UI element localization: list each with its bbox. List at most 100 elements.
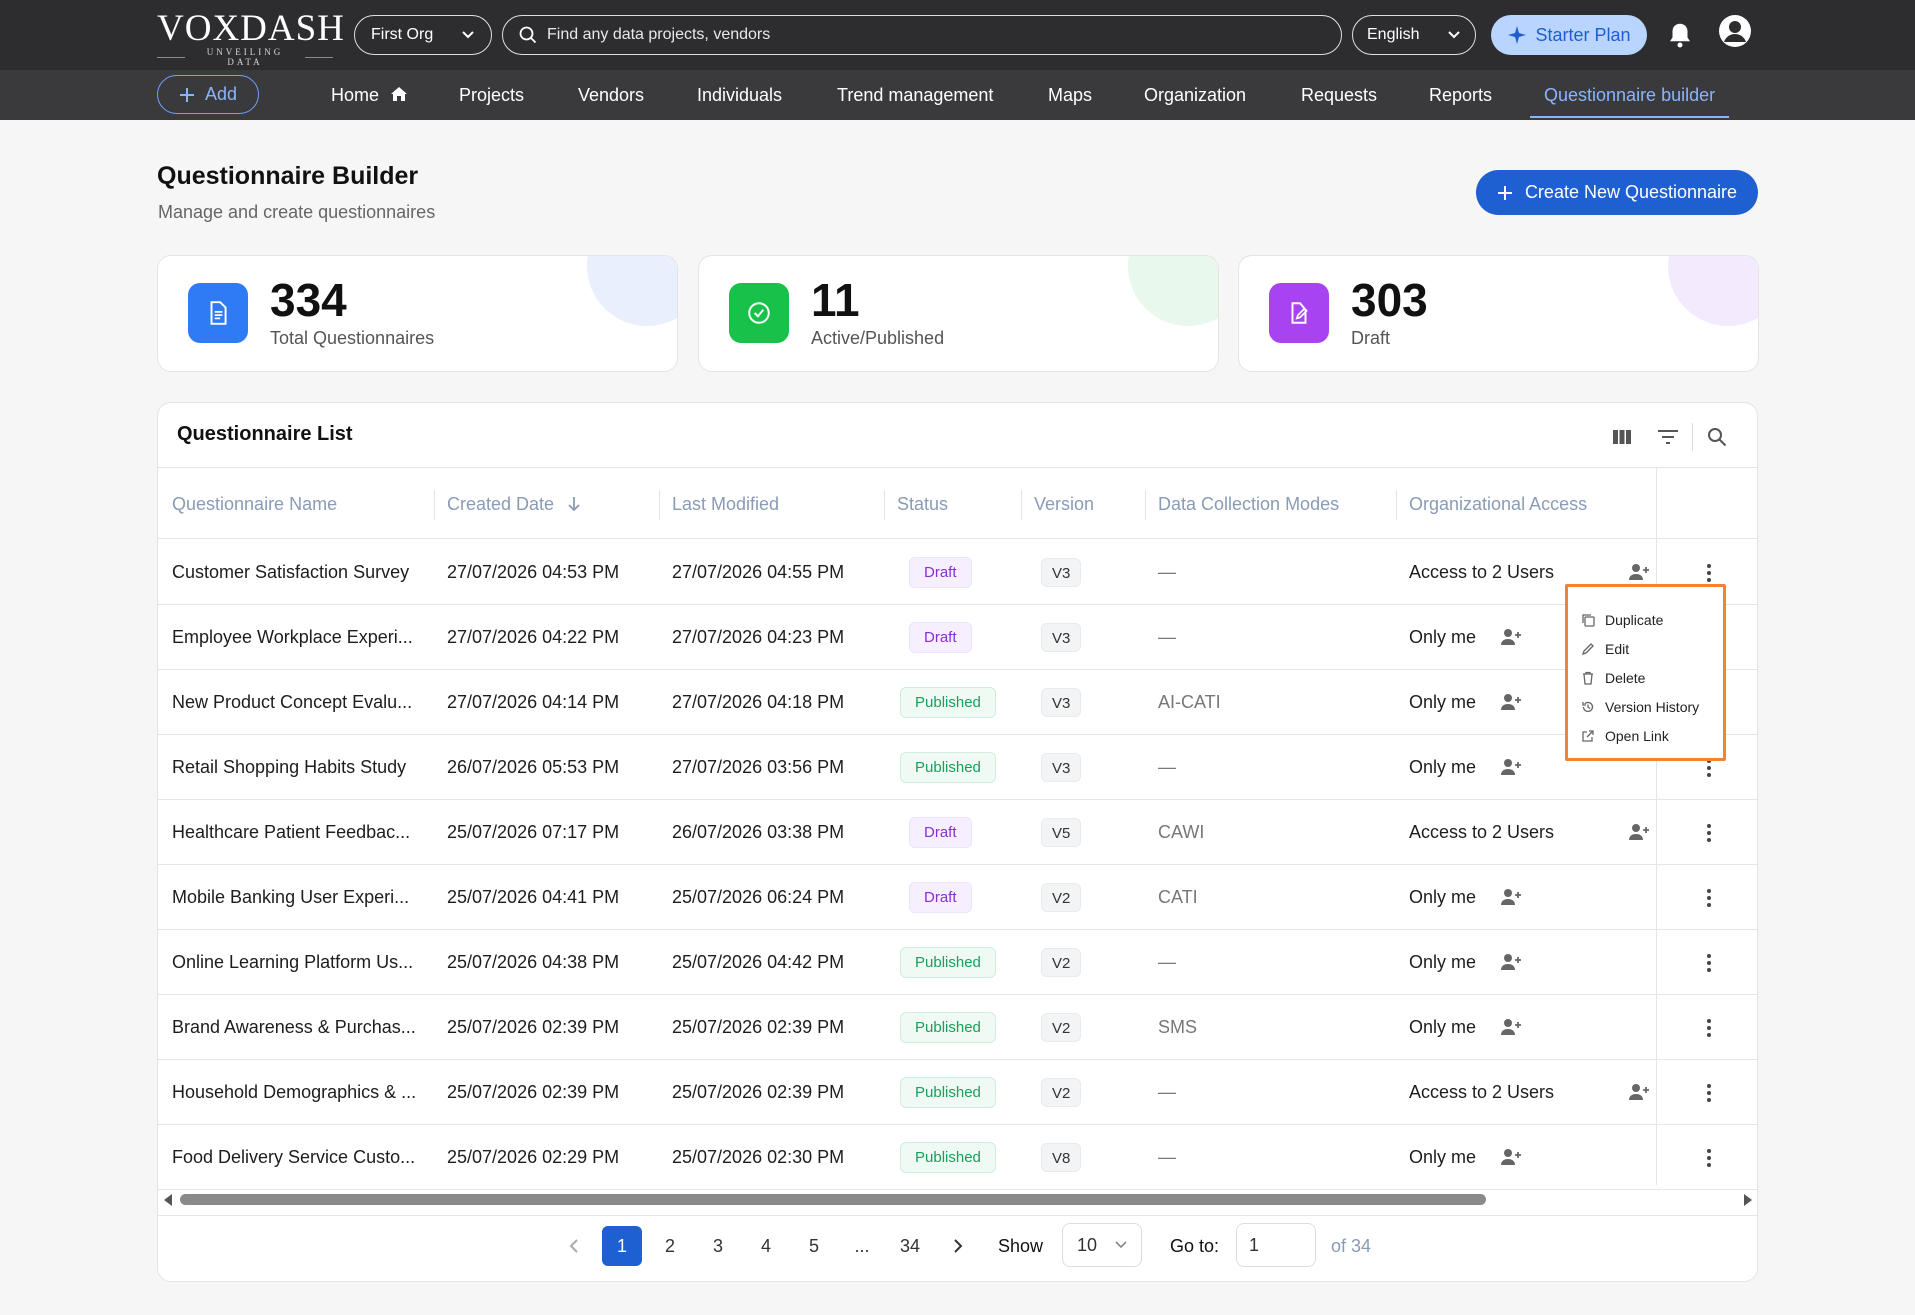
plus-icon bbox=[179, 87, 194, 102]
more-actions-icon[interactable] bbox=[1699, 950, 1719, 976]
table-row[interactable]: Employee Workplace Experi... 27/07/2026 0… bbox=[158, 605, 1757, 670]
cell-organizational-access: Only me bbox=[1409, 757, 1477, 777]
version-badge: V2 bbox=[1041, 1013, 1082, 1042]
add-user-icon[interactable] bbox=[1500, 692, 1522, 712]
cell-name[interactable]: Employee Workplace Experi... bbox=[172, 627, 413, 647]
menu-edit[interactable]: Edit bbox=[1568, 634, 1723, 663]
action-column-divider bbox=[1656, 467, 1657, 1185]
col-data-collection-modes[interactable]: Data Collection Modes bbox=[1158, 494, 1340, 514]
page-button-4[interactable]: 4 bbox=[760, 1235, 771, 1256]
chevron-down-icon bbox=[462, 31, 474, 39]
page-button-2[interactable]: 2 bbox=[664, 1235, 675, 1256]
page-size-select[interactable]: 10 bbox=[1062, 1223, 1142, 1267]
nav-home[interactable]: Home bbox=[331, 70, 408, 120]
more-actions-icon[interactable] bbox=[1699, 1015, 1719, 1041]
more-actions-icon[interactable] bbox=[1699, 885, 1719, 911]
more-actions-icon[interactable] bbox=[1699, 560, 1719, 586]
filter-icon[interactable] bbox=[1648, 421, 1688, 453]
menu-duplicate[interactable]: Duplicate bbox=[1568, 605, 1723, 634]
scrollbar-thumb[interactable] bbox=[180, 1194, 1486, 1205]
col-created-date[interactable]: Created Date bbox=[447, 468, 581, 540]
columns-icon[interactable] bbox=[1602, 421, 1642, 453]
nav-individuals[interactable]: Individuals bbox=[697, 85, 783, 105]
nav-maps[interactable]: Maps bbox=[1048, 85, 1093, 105]
table-row[interactable]: New Product Concept Evalu... 27/07/2026 0… bbox=[158, 670, 1757, 735]
page-button-34[interactable]: 34 bbox=[899, 1235, 921, 1256]
menu-version-history[interactable]: Version History bbox=[1568, 692, 1723, 721]
nav-questionnaire-builder[interactable]: Questionnaire builder bbox=[1529, 70, 1730, 120]
cell-name[interactable]: Brand Awareness & Purchas... bbox=[172, 1017, 416, 1037]
menu-open-link[interactable]: Open Link bbox=[1568, 721, 1723, 750]
show-label: Show bbox=[998, 1236, 1044, 1256]
add-user-icon[interactable] bbox=[1500, 887, 1522, 907]
table-row[interactable]: Mobile Banking User Experi... 25/07/2026 … bbox=[158, 865, 1757, 930]
add-user-icon[interactable] bbox=[1500, 1017, 1522, 1037]
add-user-icon[interactable] bbox=[1500, 952, 1522, 972]
version-badge: V2 bbox=[1041, 948, 1082, 977]
table-row[interactable]: Retail Shopping Habits Study 26/07/2026 0… bbox=[158, 735, 1757, 800]
col-questionnaire-name[interactable]: Questionnaire Name bbox=[172, 494, 338, 514]
cell-name[interactable]: Mobile Banking User Experi... bbox=[172, 887, 410, 907]
table-row[interactable]: Healthcare Patient Feedbac... 25/07/2026 … bbox=[158, 800, 1757, 865]
main-nav: Add Home Projects Vendors Individuals Tr… bbox=[0, 70, 1915, 120]
status-badge: Published bbox=[900, 687, 996, 718]
user-avatar-icon[interactable] bbox=[1718, 14, 1752, 48]
scroll-left-arrow[interactable] bbox=[164, 1194, 172, 1206]
table-row[interactable]: Food Delivery Service Custo... 25/07/2026… bbox=[158, 1125, 1757, 1190]
horizontal-scrollbar[interactable] bbox=[158, 1185, 1757, 1215]
nav-organization[interactable]: Organization bbox=[1144, 85, 1247, 105]
list-title: Questionnaire List bbox=[177, 423, 353, 445]
add-user-icon[interactable] bbox=[1500, 757, 1522, 777]
col-last-modified[interactable]: Last Modified bbox=[672, 494, 780, 514]
table-row[interactable]: Brand Awareness & Purchas... 25/07/2026 0… bbox=[158, 995, 1757, 1060]
goto-page-input[interactable] bbox=[1236, 1223, 1316, 1267]
more-actions-icon[interactable] bbox=[1699, 1080, 1719, 1106]
starter-plan-button[interactable]: Starter Plan bbox=[1491, 15, 1647, 55]
table-row[interactable]: Customer Satisfaction Survey 27/07/2026 0… bbox=[158, 540, 1757, 605]
logo[interactable]: VOXDASH UNVEILING DATA bbox=[157, 8, 345, 68]
toolbar-divider bbox=[1692, 423, 1693, 451]
cell-name[interactable]: Customer Satisfaction Survey bbox=[172, 562, 410, 582]
cell-last-modified: 25/07/2026 04:42 PM bbox=[672, 952, 845, 972]
row-actions-menu: Duplicate Edit Delete Version History Op… bbox=[1565, 584, 1726, 761]
menu-delete[interactable]: Delete bbox=[1568, 663, 1723, 692]
nav-requests[interactable]: Requests bbox=[1301, 85, 1378, 105]
add-button[interactable]: Add bbox=[157, 75, 259, 114]
page-button-5[interactable]: 5 bbox=[808, 1235, 819, 1256]
col-status[interactable]: Status bbox=[897, 494, 949, 514]
global-search[interactable] bbox=[502, 15, 1342, 55]
cell-name[interactable]: Healthcare Patient Feedbac... bbox=[172, 822, 411, 842]
more-actions-icon[interactable] bbox=[1699, 1145, 1719, 1171]
table-row[interactable]: Online Learning Platform Us... 25/07/2026… bbox=[158, 930, 1757, 995]
prev-page-button[interactable] bbox=[554, 1226, 594, 1266]
create-questionnaire-button[interactable]: Create New Questionnaire bbox=[1476, 170, 1758, 215]
cell-name[interactable]: Household Demographics & ... bbox=[172, 1082, 417, 1102]
page-button-3[interactable]: 3 bbox=[712, 1235, 723, 1256]
cell-name[interactable]: Retail Shopping Habits Study bbox=[172, 757, 407, 777]
nav-vendors[interactable]: Vendors bbox=[578, 85, 645, 105]
page-button-1[interactable]: 1 bbox=[602, 1226, 642, 1266]
cell-name[interactable]: Food Delivery Service Custo... bbox=[172, 1147, 416, 1167]
add-user-icon[interactable] bbox=[1500, 627, 1522, 647]
org-select[interactable]: First Org bbox=[354, 15, 492, 55]
col-version[interactable]: Version bbox=[1034, 494, 1095, 514]
next-page-button[interactable] bbox=[938, 1226, 978, 1266]
add-user-icon[interactable] bbox=[1500, 1147, 1522, 1167]
more-actions-icon[interactable] bbox=[1699, 755, 1719, 781]
bell-icon[interactable] bbox=[1665, 20, 1695, 50]
scroll-right-arrow[interactable] bbox=[1744, 1194, 1752, 1206]
search-input[interactable] bbox=[547, 26, 1247, 44]
table-row[interactable]: Household Demographics & ... 25/07/2026 0… bbox=[158, 1060, 1757, 1125]
nav-projects[interactable]: Projects bbox=[459, 85, 525, 105]
nav-trend-management[interactable]: Trend management bbox=[837, 85, 994, 105]
language-select[interactable]: English bbox=[1352, 15, 1476, 55]
add-user-icon[interactable] bbox=[1628, 562, 1650, 582]
nav-reports[interactable]: Reports bbox=[1429, 85, 1493, 105]
add-user-icon[interactable] bbox=[1628, 1082, 1650, 1102]
search-icon[interactable] bbox=[1697, 421, 1737, 453]
cell-name[interactable]: Online Learning Platform Us... bbox=[172, 952, 414, 972]
more-actions-icon[interactable] bbox=[1699, 820, 1719, 846]
cell-name[interactable]: New Product Concept Evalu... bbox=[172, 692, 413, 712]
add-user-icon[interactable] bbox=[1628, 822, 1650, 842]
col-organizational-access[interactable]: Organizational Access bbox=[1409, 494, 1588, 514]
